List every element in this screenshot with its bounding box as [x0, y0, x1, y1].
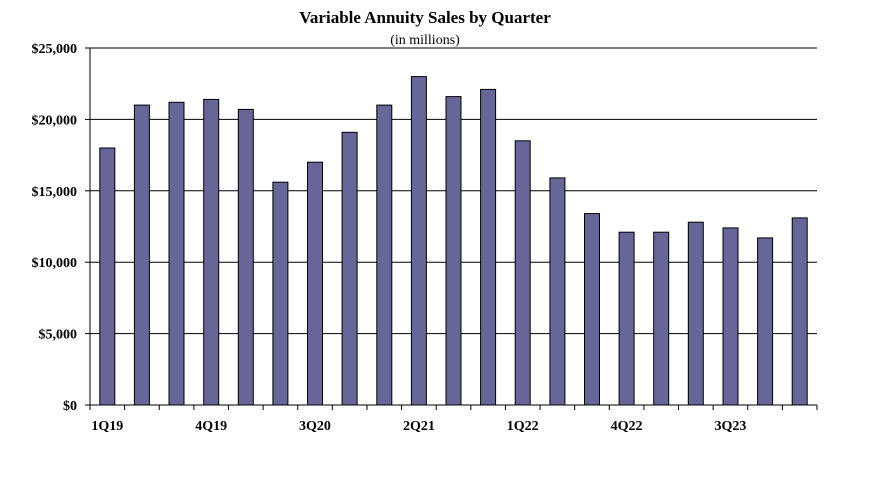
bar	[410, 76, 427, 406]
bar	[722, 227, 739, 406]
y-tick-label: $20,000	[32, 113, 78, 128]
bar	[99, 147, 116, 406]
x-tick-label: 4Q19	[195, 419, 227, 434]
bar	[791, 217, 808, 406]
x-tick-label: 1Q22	[507, 419, 539, 434]
bar	[687, 221, 704, 406]
y-tick-label: $15,000	[32, 185, 78, 200]
x-tick-label: 1Q19	[91, 419, 123, 434]
bar	[653, 231, 670, 406]
bar	[168, 101, 185, 406]
bar	[133, 104, 150, 406]
y-tick-label: $0	[63, 399, 77, 414]
x-tick-label: 3Q20	[299, 419, 331, 434]
bar	[203, 98, 220, 406]
bars	[99, 76, 808, 406]
bar	[584, 213, 600, 406]
chart-subtitle: (in millions)	[390, 33, 460, 48]
x-tick-labels: 1Q19 4Q19 3Q20 2Q21 1Q22 4Q22 3Q23	[91, 419, 746, 434]
x-tick-label: 3Q23	[715, 419, 747, 434]
bar	[307, 161, 323, 406]
axes	[85, 47, 818, 410]
bar	[514, 140, 531, 406]
y-tick-label: $10,000	[32, 256, 78, 271]
bar	[549, 177, 566, 406]
bar	[237, 108, 254, 406]
bar	[618, 231, 635, 406]
bar	[272, 181, 289, 406]
bar	[757, 237, 774, 406]
y-tick-labels: $0 $5,000 $10,000 $15,000 $20,000 $25,000	[32, 42, 78, 414]
bar	[480, 88, 497, 406]
y-tick-label: $5,000	[39, 328, 78, 343]
y-tick-label: $25,000	[32, 42, 78, 57]
x-tick-label: 2Q21	[403, 419, 435, 434]
bar	[445, 96, 462, 406]
bar	[376, 104, 393, 406]
bar	[341, 131, 358, 406]
chart-title: Variable Annuity Sales by Quarter	[299, 8, 551, 27]
x-tick-label: 4Q22	[611, 419, 643, 434]
